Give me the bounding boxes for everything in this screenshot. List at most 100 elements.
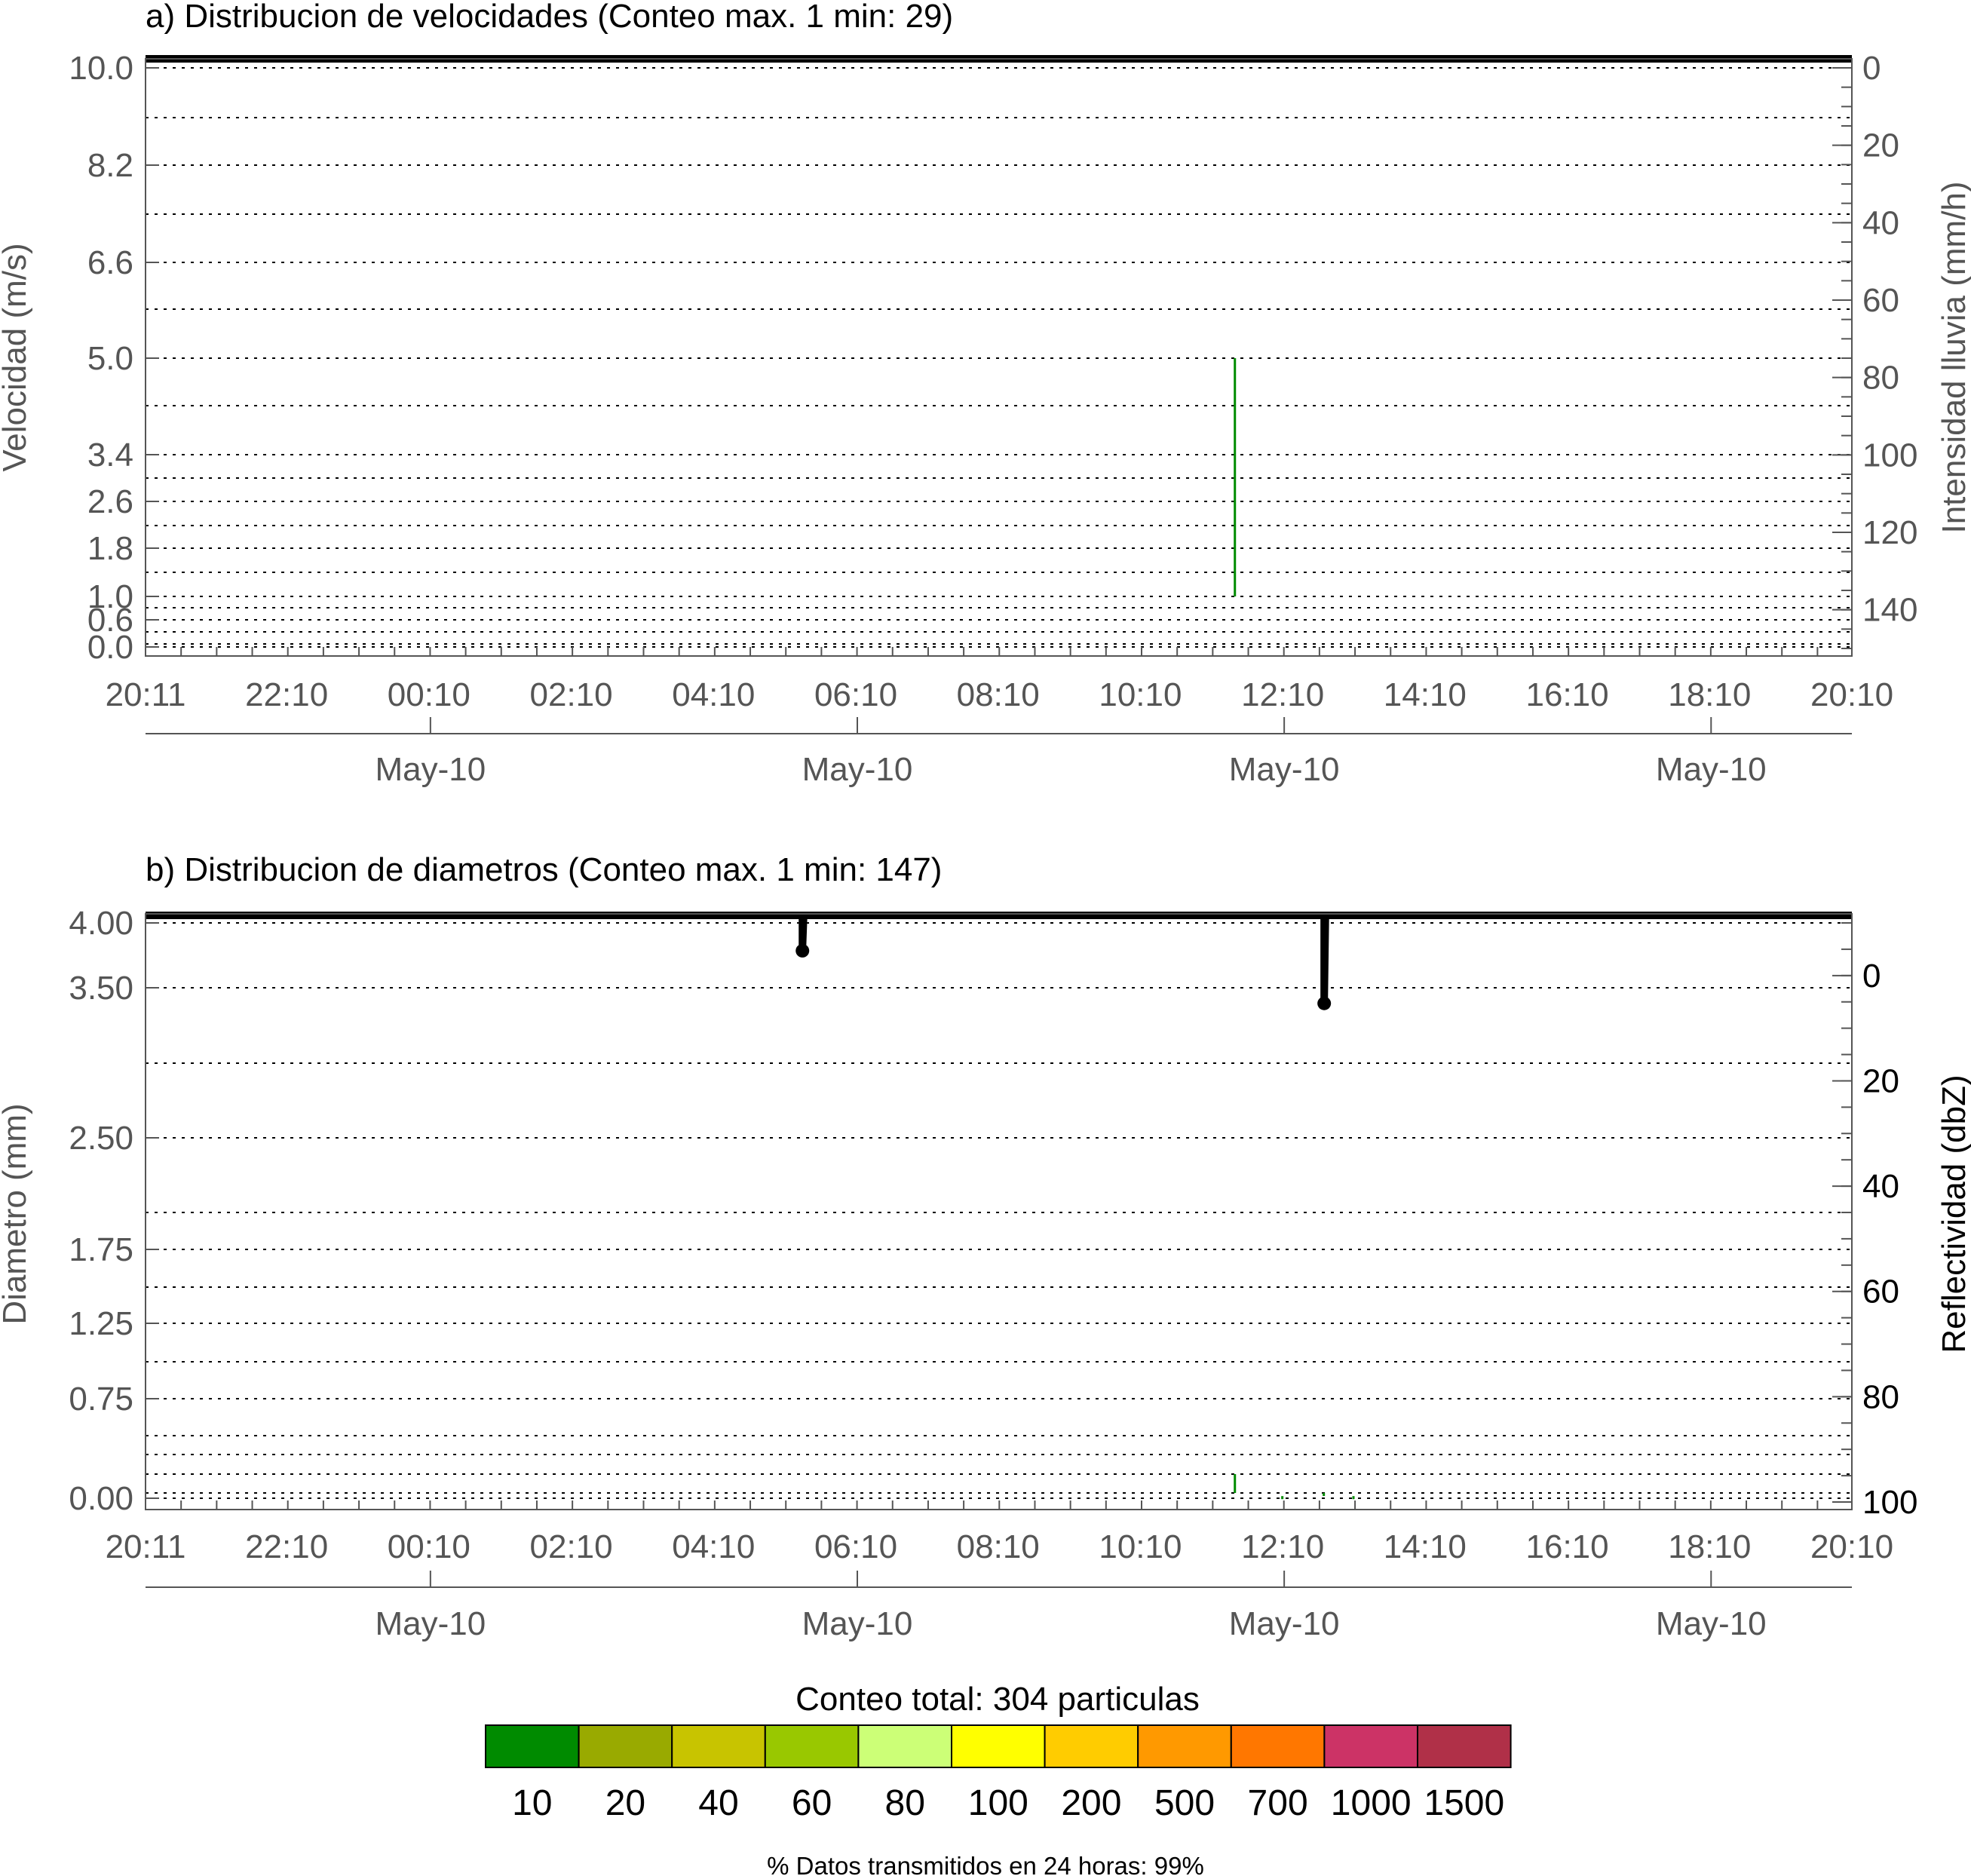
legend-items: 10 20 40 60 80 100 200 500 700 1000 1500	[485, 1724, 1512, 1823]
x-tick-label: 20:10	[1810, 676, 1893, 713]
y-tick-label: 0.0	[87, 629, 133, 666]
series-point	[795, 943, 810, 958]
x-tick-label: 20:11	[106, 676, 186, 713]
y2-tick-label: 140	[1862, 592, 1917, 629]
y2-tick-label: 80	[1862, 360, 1899, 397]
x-tick-label: 10:10	[1099, 676, 1182, 713]
date-tick-label: May-10	[1656, 751, 1767, 788]
color-legend: Conteo total: 304 particulas 10 20 40 60 80 1…	[485, 1681, 1512, 1823]
y-tick-label: 2.50	[69, 1120, 133, 1157]
legend-swatch	[951, 1724, 1046, 1768]
y2-tick-label: 80	[1862, 1378, 1899, 1415]
x-tick-label: 20:10	[1810, 1528, 1893, 1565]
legend-label: 10	[512, 1783, 552, 1823]
legend-label: 700	[1248, 1783, 1308, 1823]
y2-tick-label: 40	[1862, 204, 1899, 241]
y-tick-label: 2.6	[87, 483, 133, 520]
legend-label: 200	[1061, 1783, 1121, 1823]
y-tick-label: 10.0	[69, 50, 133, 87]
x-tick-label: 12:10	[1241, 1528, 1324, 1565]
legend-label: 40	[698, 1783, 738, 1823]
date-tick-label: May-10	[1229, 751, 1340, 788]
legend-label: 1500	[1424, 1783, 1504, 1823]
y-tick-label: 6.6	[87, 244, 133, 281]
legend-label: 80	[885, 1783, 925, 1823]
x-tick-label: 02:10	[530, 1528, 613, 1565]
date-tick-label: May-10	[1656, 1605, 1767, 1642]
legend-label: 500	[1154, 1783, 1215, 1823]
legend-swatch	[1230, 1724, 1326, 1768]
x-tick-label: 22:10	[245, 676, 328, 713]
x-tick-label: 04:10	[672, 1528, 755, 1565]
legend-swatch	[1323, 1724, 1419, 1768]
x-tick-label: 12:10	[1241, 676, 1324, 713]
y2-tick-label: 60	[1862, 1274, 1899, 1310]
x-tick-label: 16:10	[1526, 676, 1609, 713]
x-tick-label: 08:10	[957, 676, 1040, 713]
date-tick-label: May-10	[802, 751, 913, 788]
legend-swatch	[1044, 1724, 1139, 1768]
y-tick-label: 4.00	[69, 905, 133, 942]
date-axis-a: May-10 May-10 May-10 May-10	[146, 717, 1852, 788]
grid-b	[146, 922, 1852, 1499]
count-cell	[1352, 1496, 1355, 1500]
y-tick-label: 5.0	[87, 340, 133, 377]
grid-a	[146, 67, 1852, 648]
y2-tick-label: 100	[1862, 437, 1917, 474]
y-axis-label-a: Velocidad (m/s)	[0, 243, 33, 471]
y-tick-label: 1.0	[87, 578, 133, 615]
x-tick-label: 00:10	[388, 1528, 471, 1565]
count-cell	[1323, 1493, 1326, 1496]
count-cell	[1234, 1474, 1237, 1493]
y-tick-label: 0.75	[69, 1381, 133, 1418]
y2-axis-label-b: Reflectividad (dbZ)	[1936, 1074, 1971, 1353]
y-tick-label: 3.50	[69, 970, 133, 1007]
legend-label: 100	[968, 1783, 1028, 1823]
legend-swatch	[1417, 1724, 1512, 1768]
x-tick-label: 02:10	[530, 676, 613, 713]
y2-tick-label: 100	[1862, 1484, 1917, 1521]
y2-axis-a: 0 20 40 60 80 100 120 140	[1832, 50, 1917, 649]
y-axis-b: 4.00 3.50 2.50 1.75 1.25 0.75 0.00	[69, 905, 159, 1517]
y2-tick-label: 0	[1862, 50, 1881, 87]
y-tick-label: 3.4	[87, 437, 133, 474]
x-tick-label: 22:10	[245, 1528, 328, 1565]
legend-label: 60	[792, 1783, 832, 1823]
series-line	[146, 912, 1852, 1001]
y2-tick-label: 60	[1862, 282, 1899, 319]
legend-swatch	[671, 1724, 766, 1768]
y-tick-label: 0.6	[87, 602, 133, 639]
x-tick-label: 08:10	[957, 1528, 1040, 1565]
y2-axis-label-a: Intensidad lluvia (mm/h)	[1936, 181, 1971, 533]
date-tick-label: May-10	[375, 1605, 486, 1642]
y2-tick-label: 20	[1862, 1062, 1899, 1099]
x-tick-label: 00:10	[388, 676, 471, 713]
x-tick-label: 10:10	[1099, 1528, 1182, 1565]
y2-tick-label: 120	[1862, 514, 1917, 551]
x-axis-b: 20:11 22:10 00:10 02:10 04:10 06:10 08:10 10:10…	[106, 1493, 1893, 1565]
legend-swatch	[485, 1724, 580, 1768]
chart-title-a: a) Distribucion de velocidades (Conteo m…	[146, 0, 953, 35]
y2-tick-label: 20	[1862, 127, 1899, 164]
cells-b	[1234, 1474, 1355, 1500]
footer-note: % Datos transmitidos en 24 horas: 99%	[767, 1852, 1204, 1876]
legend-swatch	[1137, 1724, 1232, 1768]
x-tick-label: 16:10	[1526, 1528, 1609, 1565]
x-axis-a: 20:11 22:10 00:10 02:10 04:10 06:10 08:10 10:10…	[106, 639, 1893, 713]
series-point	[1317, 996, 1332, 1010]
count-cell	[1281, 1496, 1284, 1500]
cells-a	[1234, 358, 1237, 596]
x-tick-label: 18:10	[1668, 1528, 1751, 1565]
x-tick-label: 20:11	[106, 1528, 186, 1565]
y2-tick-label: 40	[1862, 1168, 1899, 1205]
y-tick-label: 1.8	[87, 530, 133, 567]
panel-velocidades: a) Distribucion de velocidades (Conteo m…	[0, 0, 1971, 788]
y-tick-label: 1.75	[69, 1231, 133, 1268]
y2-axis-b: 0 20 40 60 80 100	[1832, 922, 1917, 1521]
date-tick-label: May-10	[802, 1605, 913, 1642]
x-tick-label: 06:10	[814, 676, 897, 713]
legend-label: 20	[605, 1783, 645, 1823]
y-tick-label: 0.00	[69, 1480, 133, 1517]
y-tick-label: 1.25	[69, 1305, 133, 1342]
